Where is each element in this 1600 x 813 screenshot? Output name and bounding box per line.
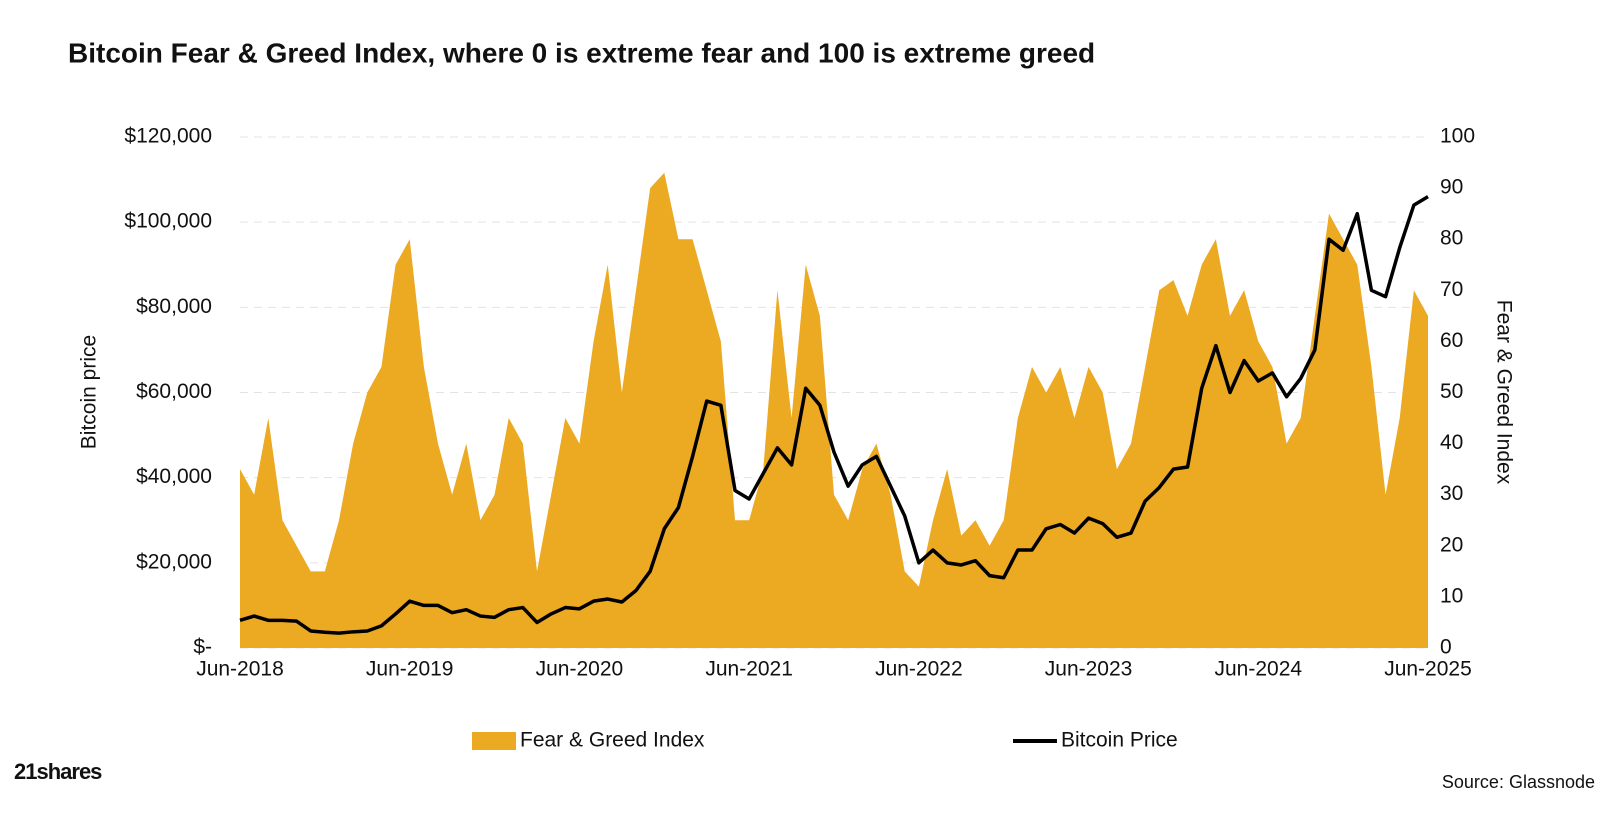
y-tick-label: $120,000 bbox=[124, 125, 212, 148]
area bbox=[240, 172, 1428, 648]
y2-tick-label: 70 bbox=[1440, 278, 1463, 301]
x-tick-label: Jun-2020 bbox=[536, 658, 624, 681]
source: Source: Glassnode bbox=[1442, 772, 1595, 792]
legend-swatch bbox=[472, 732, 516, 750]
y2-tick-label: 20 bbox=[1440, 533, 1463, 556]
x-tick-label: Jun-2018 bbox=[196, 658, 284, 681]
y2-tick-label: 30 bbox=[1440, 482, 1463, 505]
y2-axis-label: Fear & Greed Index bbox=[1492, 300, 1515, 485]
line bbox=[239, 195, 1429, 635]
y-tick-label: $40,000 bbox=[136, 465, 212, 488]
y2-tick-label: 90 bbox=[1440, 176, 1463, 199]
y-tick-label: $100,000 bbox=[124, 210, 212, 233]
y-axis-label: Bitcoin price bbox=[78, 335, 101, 449]
x-tick-label: Jun-2023 bbox=[1045, 658, 1133, 681]
y2-tick-label: 40 bbox=[1440, 431, 1463, 454]
x-tick-label: Jun-2021 bbox=[705, 658, 793, 681]
y2-tick-label: 100 bbox=[1440, 125, 1475, 148]
y2-tick-label: 0 bbox=[1440, 636, 1452, 659]
y-tick-label: $60,000 bbox=[136, 380, 212, 403]
x-tick-label: Jun-2019 bbox=[366, 658, 454, 681]
y2-tick-label: 10 bbox=[1440, 584, 1463, 607]
x-tick-label: Jun-2022 bbox=[875, 658, 963, 681]
y2-tick-label: 60 bbox=[1440, 329, 1463, 352]
x-tick-label: Jun-2025 bbox=[1384, 658, 1472, 681]
y-tick-label: $20,000 bbox=[136, 550, 212, 573]
y-tick-label: $- bbox=[193, 636, 212, 659]
chart-title: Bitcoin Fear & Greed Index, where 0 is e… bbox=[68, 37, 1095, 68]
legend-label: Bitcoin Price bbox=[1061, 729, 1178, 752]
legend-label: Fear & Greed Index bbox=[520, 729, 705, 752]
x-tick-label: Jun-2024 bbox=[1214, 658, 1302, 681]
logo: 21shares bbox=[14, 759, 102, 784]
y2-tick-label: 50 bbox=[1440, 380, 1463, 403]
y2-tick-label: 80 bbox=[1440, 227, 1463, 250]
y-tick-label: $80,000 bbox=[136, 295, 212, 318]
